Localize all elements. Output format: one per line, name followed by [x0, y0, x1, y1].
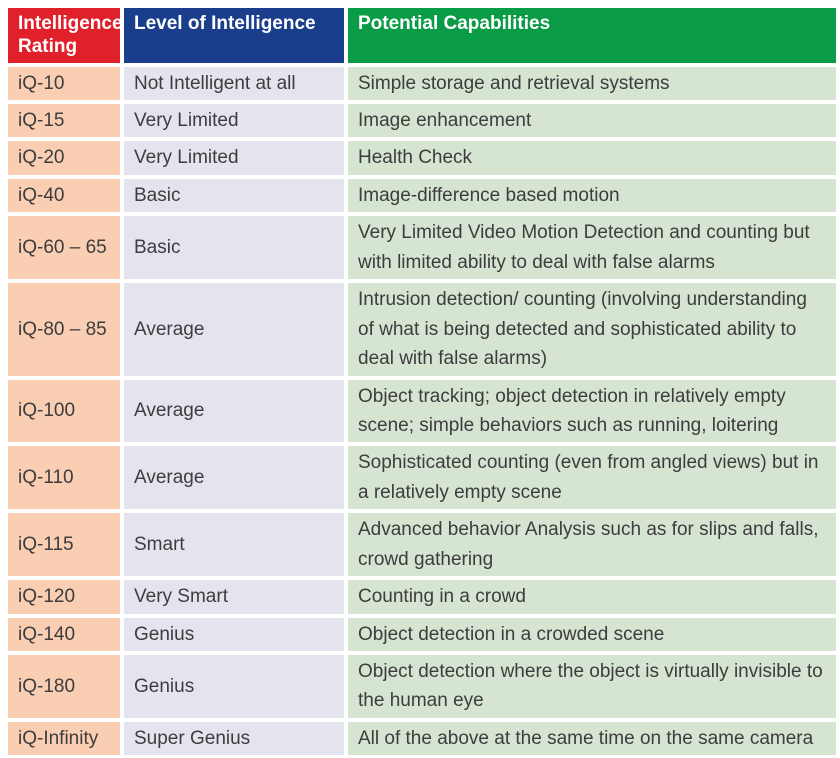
table-row: iQ-115 Smart Advanced behavior Analysis …	[8, 513, 836, 577]
cell-rating: iQ-120	[8, 580, 120, 614]
cell-rating: iQ-15	[8, 104, 120, 138]
cell-rating: iQ-40	[8, 178, 120, 213]
header-potential-capabilities: Potential Capabilities	[348, 8, 836, 63]
cell-level: Basic	[124, 216, 344, 280]
cell-rating: iQ-180	[8, 655, 120, 718]
table-row: iQ-140 Genius Object detection in a crow…	[8, 617, 836, 652]
cell-capabilities: Advanced behavior Analysis such as for s…	[348, 513, 836, 577]
cell-capabilities: Sophisticated counting (even from angled…	[348, 446, 836, 510]
cell-level: Genius	[124, 655, 344, 718]
cell-level: Genius	[124, 617, 344, 652]
intelligence-rating-table: Intelligence Rating Level of Intelligenc…	[4, 4, 840, 758]
cell-level: Smart	[124, 513, 344, 577]
table-row: iQ-10 Not Intelligent at all Simple stor…	[8, 66, 836, 101]
cell-capabilities: Intrusion detection/ counting (involving…	[348, 283, 836, 376]
cell-capabilities: Image-difference based motion	[348, 178, 836, 213]
header-intelligence-rating: Intelligence Rating	[8, 8, 123, 63]
cell-rating: iQ-80 – 85	[8, 283, 120, 376]
cell-rating: iQ-140	[8, 617, 120, 652]
table-row: iQ-20 Very Limited Health Check	[8, 141, 836, 175]
cell-capabilities: Health Check	[348, 141, 836, 175]
table-row: iQ-60 – 65 Basic Very Limited Video Moti…	[8, 216, 836, 280]
cell-rating: iQ-115	[8, 513, 120, 577]
cell-rating: iQ-60 – 65	[8, 216, 120, 280]
header-level-of-intelligence: Level of Intelligence	[124, 8, 344, 63]
cell-rating: iQ-10	[8, 66, 120, 101]
cell-capabilities: All of the above at the same time on the…	[348, 721, 836, 756]
cell-rating: iQ-110	[8, 446, 120, 510]
cell-capabilities: Object detection where the object is vir…	[348, 655, 836, 718]
cell-rating: iQ-Infinity	[8, 721, 120, 756]
cell-level: Very Limited	[124, 104, 344, 138]
cell-level: Very Limited	[124, 141, 344, 175]
cell-rating: iQ-100	[8, 379, 120, 443]
cell-level: Average	[124, 283, 344, 376]
cell-capabilities: Image enhancement	[348, 104, 836, 138]
cell-level: Average	[124, 446, 344, 510]
cell-level: Average	[124, 379, 344, 443]
cell-level: Not Intelligent at all	[124, 66, 344, 101]
table-row: iQ-Infinity Super Genius All of the abov…	[8, 721, 836, 756]
cell-capabilities: Very Limited Video Motion Detection and …	[348, 216, 836, 280]
cell-level: Very Smart	[124, 580, 344, 614]
cell-rating: iQ-20	[8, 141, 120, 175]
table-row: iQ-100 Average Object tracking; object d…	[8, 379, 836, 443]
table-row: iQ-120 Very Smart Counting in a crowd	[8, 580, 836, 614]
cell-level: Super Genius	[124, 721, 344, 756]
cell-capabilities: Simple storage and retrieval systems	[348, 66, 836, 101]
cell-capabilities: Object detection in a crowded scene	[348, 617, 836, 652]
cell-capabilities: Counting in a crowd	[348, 580, 836, 614]
table-row: iQ-15 Very Limited Image enhancement	[8, 104, 836, 138]
table-row: iQ-40 Basic Image-difference based motio…	[8, 178, 836, 213]
table-row: iQ-80 – 85 Average Intrusion detection/ …	[8, 283, 836, 376]
table-row: iQ-110 Average Sophisticated counting (e…	[8, 446, 836, 510]
table-header-row: Intelligence Rating Level of Intelligenc…	[8, 8, 836, 63]
table-row: iQ-180 Genius Object detection where the…	[8, 655, 836, 718]
cell-level: Basic	[124, 178, 344, 213]
cell-capabilities: Object tracking; object detection in rel…	[348, 379, 836, 443]
